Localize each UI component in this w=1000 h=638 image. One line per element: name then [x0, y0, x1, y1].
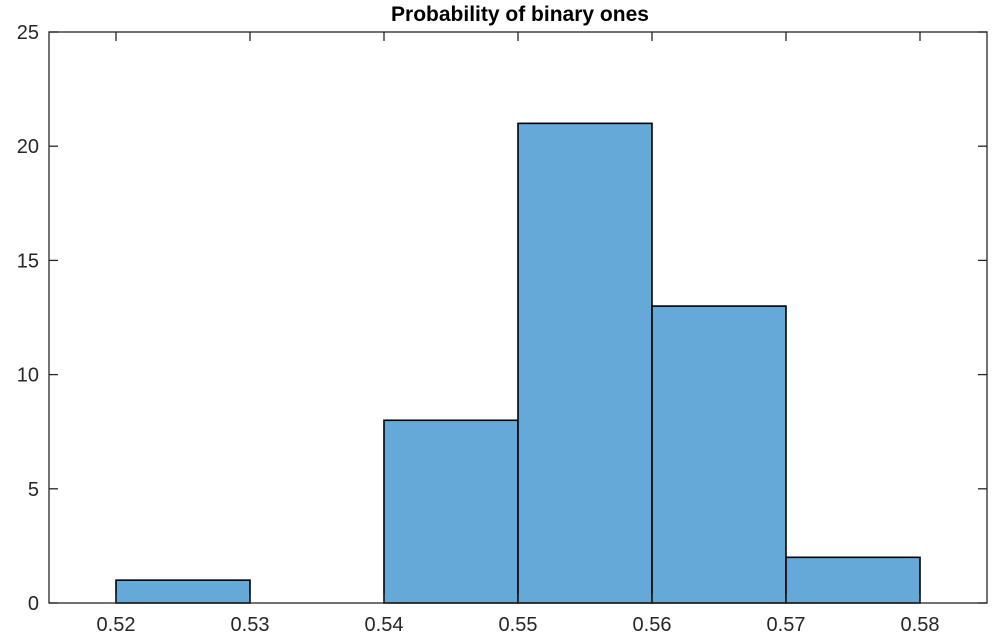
- x-tick-label: 0.52: [97, 614, 136, 636]
- y-tick-label: 25: [17, 22, 39, 44]
- chart-title: Probability of binary ones: [391, 3, 649, 26]
- histogram-bar: [651, 305, 787, 604]
- histogram-bar: [115, 579, 251, 604]
- histogram-bar: [517, 122, 653, 604]
- x-tick-label: 0.53: [231, 614, 270, 636]
- histogram-bar: [383, 419, 519, 604]
- x-tick-label: 0.55: [499, 614, 538, 636]
- x-axis-ticks: 0.52 0.53 0.54 0.55 0.56 0.57 0.58: [97, 32, 940, 636]
- y-tick-label: 10: [17, 365, 39, 387]
- y-tick-label: 20: [17, 136, 39, 158]
- x-tick-label: 0.58: [901, 614, 940, 636]
- bars-layer: [115, 122, 921, 604]
- x-tick-label: 0.54: [365, 614, 404, 636]
- y-tick-label: 5: [28, 479, 39, 501]
- y-axis-ticks: 0 5 10 15 20 25: [17, 22, 987, 615]
- y-tick-label: 0: [28, 593, 39, 615]
- x-tick-label: 0.57: [767, 614, 806, 636]
- histogram-bar: [785, 556, 921, 604]
- x-tick-label: 0.56: [633, 614, 672, 636]
- y-tick-label: 15: [17, 250, 39, 272]
